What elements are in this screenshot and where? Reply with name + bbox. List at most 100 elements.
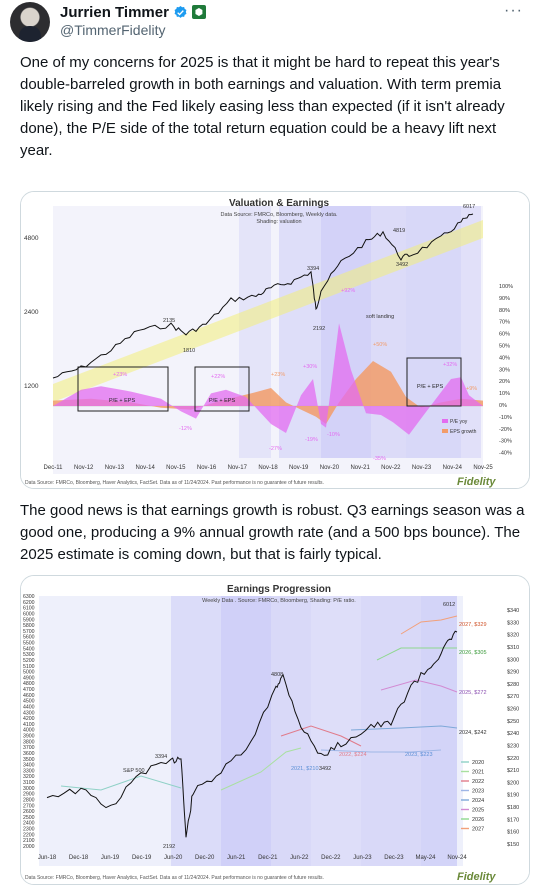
author-name[interactable]: Jurrien Timmer xyxy=(60,3,169,21)
more-options-icon[interactable]: ··· xyxy=(504,2,523,19)
x-tick-label: Jun-18 xyxy=(38,855,57,861)
x-tick-label: Nov-23 xyxy=(412,465,432,471)
chart-annotation: 2192 xyxy=(313,326,325,332)
chart-subtitle: Data Source: FMRCo, Bloomberg, Weekly da… xyxy=(221,212,338,218)
avatar[interactable] xyxy=(10,2,50,42)
chart-annotation: -19% xyxy=(305,437,318,443)
y-right-tick-label: $190 xyxy=(507,793,519,799)
legend-label: 2027 xyxy=(472,827,484,833)
chart-annotation: P/E + EPS xyxy=(109,398,135,404)
x-tick-label: Dec-11 xyxy=(44,465,64,471)
chart-annotation: 3394 xyxy=(155,754,167,760)
y-left-tick-label: 3300 xyxy=(23,768,35,774)
chart-annotation: 3394 xyxy=(307,266,319,272)
y-right-tick-label: 20% xyxy=(499,379,510,385)
author-row: Jurrien Timmer ⬢ xyxy=(60,3,206,21)
valuation-shading xyxy=(239,206,271,458)
chart-title: Valuation & Earnings xyxy=(229,198,329,209)
legend-label: 2024 xyxy=(472,798,484,804)
eps-growth-area xyxy=(53,361,483,424)
y-left-tick-label: 4400 xyxy=(23,704,35,710)
y-right-tick-label: 50% xyxy=(499,344,510,350)
y-left-tick-label: 2700 xyxy=(23,803,35,809)
affiliation-icon[interactable]: ⬢ xyxy=(191,5,206,19)
earnings-progression-chart: Earnings Progression Weekly Data . Sourc… xyxy=(21,576,529,884)
chart-annotation: 3492 xyxy=(396,262,408,268)
legend-label-eps: EPS growth xyxy=(450,429,477,435)
chart-card-1[interactable]: Valuation & Earnings Data Source: FMRCo,… xyxy=(20,191,530,489)
chart-annotation: 3492 xyxy=(319,766,331,772)
y-left-tick-label: 5400 xyxy=(23,646,35,652)
chart-annotation: 2022, $224 xyxy=(339,752,367,758)
y-left-tick-label: 2300 xyxy=(23,827,35,833)
y-right-tick-label: 10% xyxy=(499,391,510,397)
x-tick-label: Nov-18 xyxy=(258,465,278,471)
chart-footer: Data Source: FMRCo, Bloomberg, Haver Ana… xyxy=(25,480,324,486)
x-tick-label: Nov-20 xyxy=(320,465,340,471)
chart-annotation: soft landing xyxy=(366,314,394,320)
chart-annotation: 6017 xyxy=(463,204,475,210)
y-left-tick-label: 5700 xyxy=(23,629,35,635)
chart-annotation: +30% xyxy=(303,364,317,370)
x-tick-label: Jun-19 xyxy=(101,855,120,861)
eps-estimate-line xyxy=(350,725,458,731)
y-left-tick-label: 5800 xyxy=(23,623,35,629)
x-tick-label: Nov-12 xyxy=(74,465,94,471)
y-left-tick-label: 3100 xyxy=(23,780,35,786)
chart-annotation: S&P 500 xyxy=(123,768,145,774)
fidelity-logo: Fidelity xyxy=(457,476,496,488)
y-right-tick-label: $200 xyxy=(507,780,519,786)
y-right-tick-label: $260 xyxy=(507,707,519,713)
chart-annotation: +9% xyxy=(466,386,477,392)
y-left-tick-label: 2800 xyxy=(23,797,35,803)
y-left-tick-label: 5600 xyxy=(23,635,35,641)
x-tick-label: Jun-23 xyxy=(353,855,372,861)
x-tick-label: Nov-24 xyxy=(443,465,463,471)
y-right-tick-label: $250 xyxy=(507,719,519,725)
y-right-tick-label: 100% xyxy=(499,284,513,290)
pe-eps-box-3 xyxy=(406,357,462,407)
sp500-line xyxy=(52,213,474,379)
x-tick-label: Jun-22 xyxy=(290,855,309,861)
author-handle[interactable]: @TimmerFidelity xyxy=(60,22,166,38)
legend-label: 2025 xyxy=(472,808,484,814)
chart-annotation: -27% xyxy=(269,446,282,452)
chart-subtitle: Weekly Data . Source: FMRCo, Bloomberg, … xyxy=(202,598,356,604)
y-left-tick-label: 3900 xyxy=(23,734,35,740)
y-left-tick-label: 5200 xyxy=(23,658,35,664)
x-tick-label: Dec-20 xyxy=(195,855,215,861)
y-right-tick-label: $300 xyxy=(507,657,519,663)
y-right-tick-label: -20% xyxy=(499,427,512,433)
legend-label: 2020 xyxy=(472,760,484,766)
pe-shading xyxy=(311,596,361,866)
y-left-tick-label: 2400 xyxy=(23,821,35,827)
valuation-earnings-chart: Valuation & Earnings Data Source: FMRCo,… xyxy=(21,192,529,488)
y-left-tick-label: 6000 xyxy=(23,611,35,617)
y-right-tick-label: 30% xyxy=(499,367,510,373)
y-right-tick-label: $290 xyxy=(507,670,519,676)
y-right-tick-label: $340 xyxy=(507,608,519,614)
y-right-tick-label: 40% xyxy=(499,355,510,361)
y-left-tick-label: 4600 xyxy=(23,693,35,699)
x-tick-label: Dec-18 xyxy=(69,855,89,861)
chart-card-2[interactable]: Earnings Progression Weekly Data . Sourc… xyxy=(20,575,530,885)
y-right-tick-label: -40% xyxy=(499,451,512,457)
y-left-tick-label: 2200 xyxy=(23,832,35,838)
legend-label: 2022 xyxy=(472,779,484,785)
y-right-tick-label: -30% xyxy=(499,439,512,445)
eps-estimate-line xyxy=(376,647,457,661)
y-right-tick-label: $160 xyxy=(507,830,519,836)
chart-annotation: 4819 xyxy=(393,228,405,234)
y-left-tick-label: 5100 xyxy=(23,664,35,670)
chart-annotation: 2026, $305 xyxy=(459,650,487,656)
x-tick-label: Dec-19 xyxy=(132,855,152,861)
pe-eps-box-1 xyxy=(77,366,169,412)
x-tick-label: Nov-24 xyxy=(447,855,467,861)
y-left-tick-label: 4100 xyxy=(23,722,35,728)
verified-badge-icon xyxy=(174,5,187,18)
y-left-tick-label: 4300 xyxy=(23,710,35,716)
y-left-tick-label: 5000 xyxy=(23,670,35,676)
chart-annotation: 2027, $329 xyxy=(459,622,487,628)
chart-annotation: -35% xyxy=(373,456,386,462)
pe-shading xyxy=(271,596,311,866)
